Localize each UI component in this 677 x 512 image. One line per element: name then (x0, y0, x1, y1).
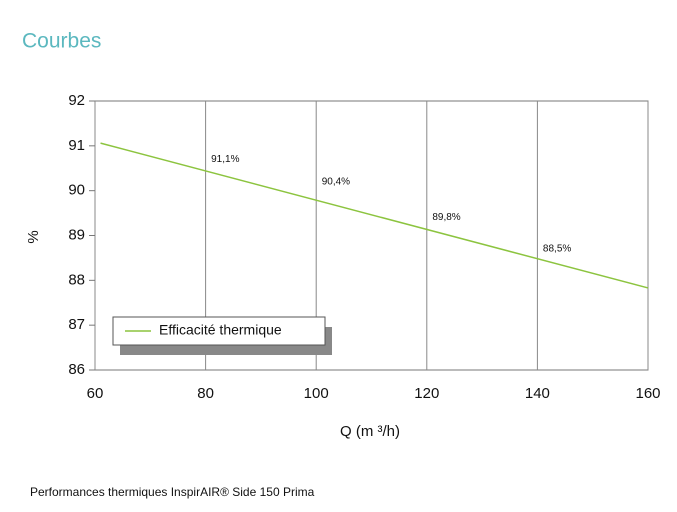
y-tick-label: 86 (68, 361, 85, 378)
annotation: 90,4% (322, 176, 350, 187)
x-axis-label: Q (m ³/h) (340, 423, 400, 440)
y-tick-label: 91 (68, 137, 85, 154)
series-line (100, 142, 649, 289)
y-tick-label: 87 (68, 316, 85, 333)
caption: Performances thermiques InspirAIR® Side … (30, 485, 315, 499)
y-tick-label: 90 (68, 182, 85, 199)
x-tick-label: 80 (197, 385, 214, 402)
annotation: 89,8% (432, 212, 460, 223)
y-tick-label: 89 (68, 226, 85, 243)
annotation: 91,1% (211, 154, 239, 165)
x-tick-label: 140 (525, 385, 550, 402)
y-tick-label: 88 (68, 271, 85, 288)
x-tick-label: 160 (635, 385, 660, 402)
y-axis-label: % (25, 230, 42, 243)
x-tick-label: 60 (87, 385, 104, 402)
annotation: 88,5% (543, 244, 571, 255)
x-tick-label: 120 (414, 385, 439, 402)
legend-label: Efficacité thermique (159, 322, 282, 338)
y-tick-label: 92 (68, 92, 85, 109)
page-title: Courbes (22, 30, 101, 53)
x-tick-label: 100 (304, 385, 329, 402)
